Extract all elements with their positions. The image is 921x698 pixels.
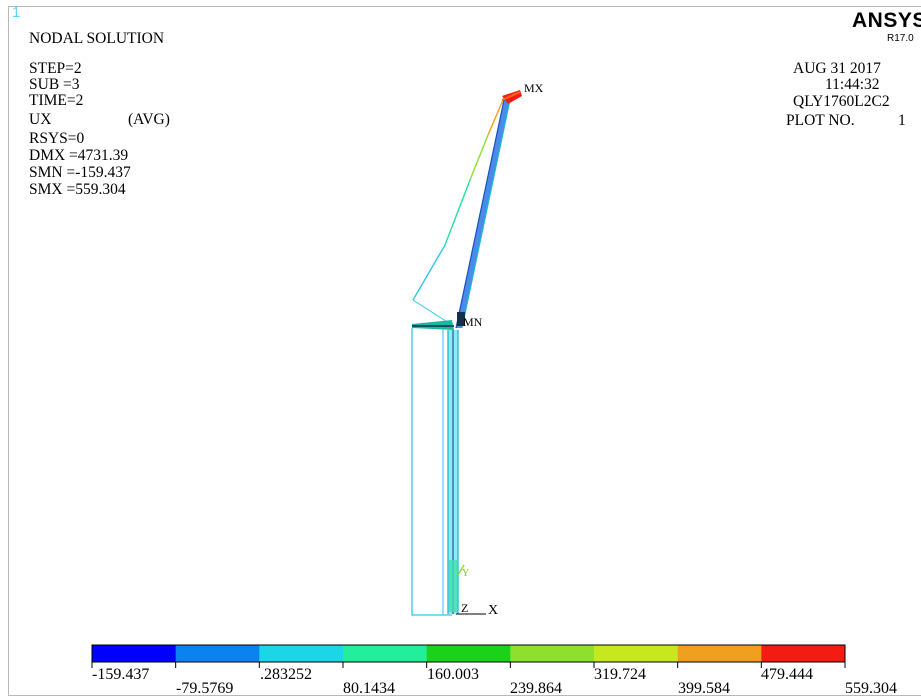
legend-band	[259, 645, 344, 662]
legend-label: 479.444	[761, 666, 813, 683]
left-frame	[411, 328, 452, 616]
solution-title: NODAL SOLUTION	[29, 30, 165, 47]
legend-band	[510, 645, 595, 662]
legend-band	[175, 645, 260, 662]
legend-label: -159.437	[92, 666, 150, 683]
legend-label: 160.003	[427, 666, 479, 683]
cross-strut	[412, 312, 465, 330]
legend-band	[761, 645, 846, 662]
plot-no-value: 1	[898, 112, 906, 129]
legend-border	[91, 644, 846, 663]
legend-band	[677, 645, 762, 662]
plot-date: AUG 31 2017	[793, 60, 881, 77]
legend-label: 319.724	[594, 666, 646, 683]
legend-band	[594, 645, 679, 662]
result-item: UX	[29, 111, 52, 128]
sub-value: SUB =3	[29, 76, 80, 93]
triad-y-label: Y	[462, 568, 469, 579]
step-value: STEP=2	[29, 60, 82, 77]
legend-band	[343, 645, 428, 662]
time-value: TIME=2	[29, 92, 84, 109]
triad-z-label: Z	[461, 601, 468, 615]
upper-mast	[455, 99, 511, 329]
window-number: 1	[12, 4, 21, 21]
job-name: QLY1760L2C2	[793, 93, 890, 110]
dmx-value: DMX =4731.39	[29, 147, 129, 164]
plot-time: 11:44:32	[825, 76, 880, 93]
avg-label: (AVG)	[128, 111, 170, 128]
rsys-value: RSYS=0	[29, 130, 85, 147]
ansys-release: R17.0	[887, 33, 914, 44]
plot-no-label: PLOT NO.	[786, 112, 855, 129]
legend-band	[426, 645, 511, 662]
boom-tip	[501, 90, 522, 104]
smn-value: SMN =-159.437	[29, 164, 131, 181]
lower-mast	[447, 330, 465, 614]
legend-label: 559.304	[845, 680, 897, 697]
legend-label: 80.1434	[343, 680, 395, 697]
legend-label: 399.584	[678, 680, 730, 697]
boom-stay	[412, 99, 504, 326]
smx-value: SMX =559.304	[29, 181, 126, 198]
triad-x-label: X	[488, 603, 498, 618]
min-marker: MN	[463, 315, 483, 329]
max-marker: MX	[524, 81, 544, 95]
plot-frame	[8, 6, 921, 696]
legend-label: -79.5769	[176, 680, 234, 697]
legend-label: 239.864	[510, 680, 562, 697]
legend-band	[92, 645, 177, 662]
ansys-logo-text: ANSYS	[852, 9, 921, 32]
legend-label: .283252	[260, 666, 312, 683]
